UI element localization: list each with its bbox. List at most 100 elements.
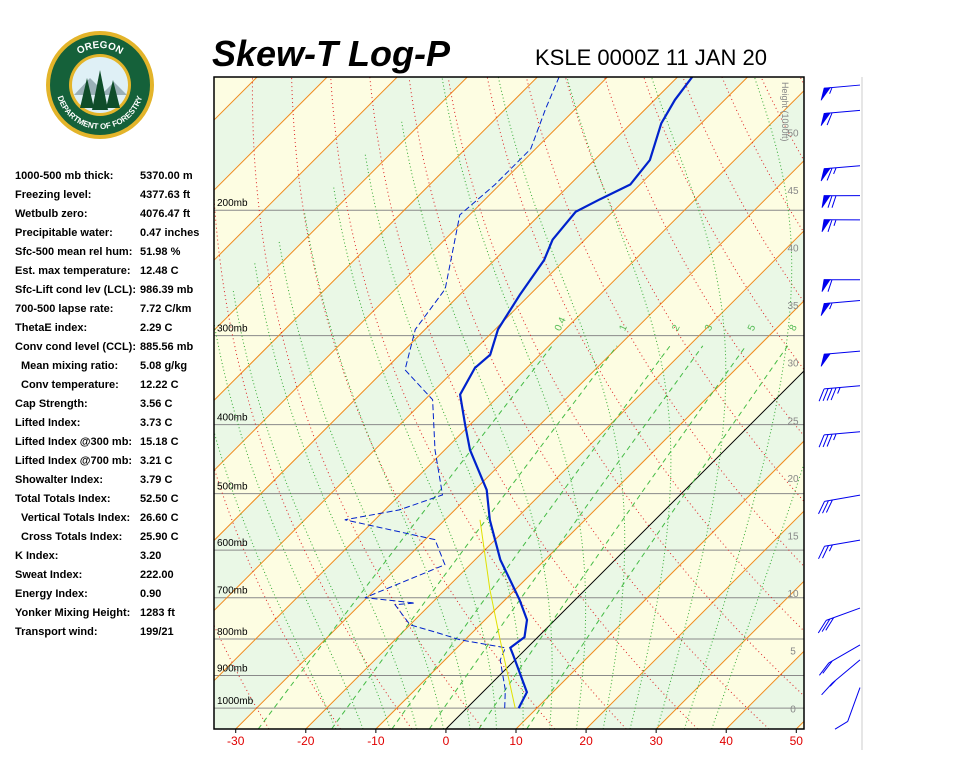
isotherm (214, 77, 328, 191)
wind-barb (821, 195, 861, 208)
stat-value: 5370.00 m (140, 170, 193, 182)
wind-barb (817, 607, 861, 634)
barb-staff (824, 84, 861, 94)
dry-adiabat (918, 77, 960, 729)
moist-adiabat (651, 77, 727, 729)
barb-staff (817, 607, 861, 634)
moist-adiabat (332, 185, 498, 729)
y2-tick-label: 15 (787, 531, 799, 542)
stat-label: Yonker Mixing Height: (15, 607, 130, 619)
chart-title: Skew-T Log-P (212, 33, 451, 74)
wind-barb (820, 84, 861, 101)
wind-barb (818, 385, 861, 402)
logo-tree (92, 70, 108, 110)
dry-adiabat (447, 77, 804, 697)
logo-top-text: OREGON (75, 40, 125, 57)
wind-barb (821, 219, 861, 233)
mixing-ratio-label: 3 (703, 323, 716, 333)
barb-flag (820, 353, 831, 367)
y-tick-label: 900mb (217, 663, 248, 674)
dry-adiabat (291, 77, 556, 729)
dry-adiabat (839, 77, 960, 729)
stat-value: 15.18 C (140, 436, 179, 448)
moist-adiabat (497, 77, 626, 729)
mixing-ratio-label: 8 (788, 323, 801, 333)
isotherm (795, 720, 804, 729)
wind-barb (819, 644, 861, 676)
y2-tick-label: 25 (787, 416, 799, 427)
wind-barb (818, 494, 861, 515)
stat-label: Transport wind: (15, 626, 98, 638)
x-tick-label: -10 (367, 734, 385, 748)
stat-label: ThetaE index: (15, 322, 87, 334)
stat-value: 3.73 C (140, 417, 172, 429)
stat-value: 4076.47 ft (140, 208, 190, 220)
stat-value: 4377.63 ft (140, 189, 190, 201)
x-tick-label: -20 (297, 734, 315, 748)
dry-adiabat (643, 77, 804, 371)
chart-subtitle: KSLE 0000Z 11 JAN 20 (535, 45, 767, 70)
isotherm (214, 77, 678, 542)
x-tick-label: 40 (720, 734, 734, 748)
barb-staff (834, 687, 861, 730)
stat-value: 3.21 C (140, 455, 172, 467)
stat-value: 26.60 C (140, 512, 179, 524)
y2-tick-label: 50 (787, 128, 799, 139)
y2-tick-label: 10 (787, 589, 799, 600)
isotherm (214, 77, 608, 472)
stat-label: K Index: (15, 550, 58, 562)
y-tick-label: 600mb (217, 538, 248, 549)
stat-label: Conv cond level (CCL): (15, 341, 136, 353)
stat-value: 51.98 % (140, 246, 181, 258)
stat-value: 885.56 mb (140, 341, 193, 353)
dry-adiabat (408, 77, 770, 729)
stat-label: Lifted Index @700 mb: (15, 455, 132, 467)
stat-value: 25.90 C (140, 531, 179, 543)
barb-staff (818, 385, 861, 402)
mixing-ratio-label: 1 (618, 323, 631, 333)
barb-staff (821, 659, 861, 696)
stat-value: 3.56 C (140, 398, 172, 410)
y2-tick-label: 0 (790, 704, 796, 715)
moist-adiabat (304, 212, 471, 729)
isotherm (655, 580, 804, 729)
temperature-line (458, 77, 694, 709)
logo-tree (80, 78, 94, 108)
barb-flag (821, 219, 831, 233)
stat-label: Lifted Index @300 mb: (15, 436, 132, 448)
mixing-ratio-line (526, 345, 789, 729)
profile-line (344, 77, 560, 709)
isotherm (866, 77, 960, 729)
wind-barb (820, 165, 861, 182)
stat-label: Vertical Totals Index: (21, 512, 130, 524)
isotherm (375, 300, 804, 729)
mixing-ratio-label: 5 (746, 323, 759, 333)
wind-barb (834, 687, 861, 730)
wind-barb (821, 279, 861, 292)
barb-staff (824, 299, 861, 310)
stat-label: Sfc-Lift cond lev (LCL): (15, 284, 136, 296)
stat-value: 0.47 inches (140, 227, 199, 239)
isotherm (214, 77, 468, 332)
axes: 200mb 300mb 400mb 500mb 600mb 700mb 800mb 900mb… (217, 82, 803, 748)
isotherm-band (214, 90, 804, 729)
stat-label: Sweat Index: (15, 569, 82, 581)
mixing-ratio-line (428, 345, 704, 729)
wind-barb (818, 539, 861, 560)
barb-staff (818, 539, 861, 560)
stat-label: Cross Totals Index: (21, 531, 122, 543)
y-tick-label: 500mb (217, 482, 248, 493)
stat-value: 3.79 C (140, 474, 172, 486)
barb-staff (824, 109, 861, 126)
stat-label: Sfc-500 mean rel hum: (15, 246, 132, 258)
y2-tick-label: 35 (787, 301, 799, 312)
y2-tick-label: 40 (787, 243, 799, 254)
y2-tick-label: 20 (787, 474, 799, 485)
stats-panel: 1000-500 mb thick: 5370.00 m Freezing leve… (15, 170, 199, 638)
stat-label: Conv temperature: (21, 379, 119, 391)
x-tick-label: 30 (649, 734, 663, 748)
stat-label: Mean mixing ratio: (21, 360, 118, 372)
stat-value: 986.39 mb (140, 284, 193, 296)
barb-staff (824, 165, 861, 181)
